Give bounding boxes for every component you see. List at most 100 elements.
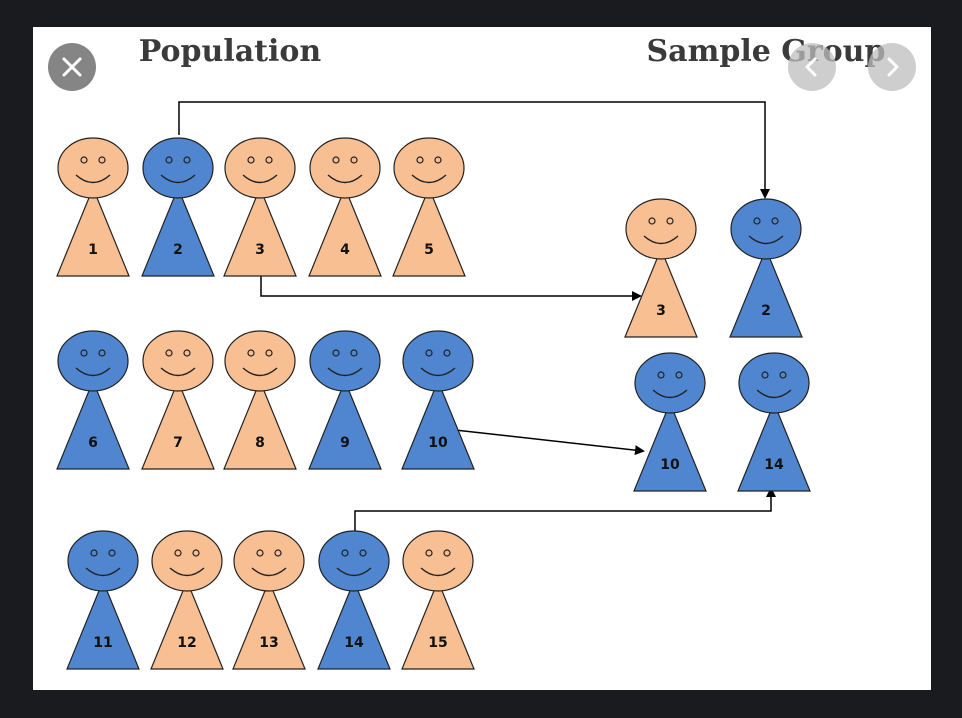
person-head bbox=[224, 330, 296, 392]
person-smile bbox=[85, 567, 121, 577]
person-head bbox=[57, 330, 129, 392]
person-smile bbox=[160, 367, 196, 377]
person-body bbox=[729, 247, 803, 338]
person-eye bbox=[247, 349, 255, 357]
person-smile bbox=[411, 174, 447, 184]
person-body bbox=[401, 579, 475, 670]
person-smile bbox=[652, 389, 688, 399]
person-smile bbox=[75, 367, 111, 377]
population-person-12: 12 bbox=[150, 530, 224, 670]
population-person-2: 2 bbox=[141, 137, 215, 277]
arrow-2-to-sample bbox=[178, 101, 770, 199]
person-smile bbox=[756, 389, 792, 399]
person-body bbox=[141, 379, 215, 470]
close-button[interactable] bbox=[48, 43, 96, 91]
person-eye bbox=[341, 549, 349, 557]
sample-person-3: 3 bbox=[624, 198, 698, 338]
population-person-13: 13 bbox=[232, 530, 306, 670]
person-head bbox=[625, 198, 697, 260]
person-number: 6 bbox=[88, 435, 98, 451]
population-person-3: 3 bbox=[223, 137, 297, 277]
person-body bbox=[56, 186, 130, 277]
person-eye bbox=[666, 217, 674, 225]
person-number: 11 bbox=[93, 635, 112, 651]
close-icon bbox=[62, 57, 82, 77]
person-eye bbox=[657, 371, 665, 379]
population-person-8: 8 bbox=[223, 330, 297, 470]
person-number: 14 bbox=[764, 457, 784, 473]
population-person-11: 11 bbox=[66, 530, 140, 670]
person-body bbox=[223, 379, 297, 470]
next-image-button[interactable] bbox=[868, 43, 916, 91]
person-eye bbox=[274, 549, 282, 557]
person-body bbox=[401, 379, 475, 470]
person-number: 12 bbox=[177, 635, 196, 651]
person-body bbox=[141, 186, 215, 277]
person-eye bbox=[359, 549, 367, 557]
sample-group-title: Sample Group bbox=[647, 34, 886, 69]
person-body bbox=[737, 401, 811, 492]
person-smile bbox=[420, 367, 456, 377]
previous-image-button[interactable] bbox=[788, 43, 836, 91]
person-eye bbox=[90, 549, 98, 557]
population-person-14: 14 bbox=[317, 530, 391, 670]
person-eye bbox=[443, 349, 451, 357]
person-eye bbox=[350, 349, 358, 357]
person-number: 2 bbox=[173, 242, 183, 258]
person-eye bbox=[779, 371, 787, 379]
person-number: 10 bbox=[428, 435, 448, 451]
person-body bbox=[232, 579, 306, 670]
sample-person-2: 2 bbox=[729, 198, 803, 338]
person-number: 4 bbox=[340, 242, 350, 258]
person-body bbox=[633, 401, 707, 492]
person-eye bbox=[98, 156, 106, 164]
person-eye bbox=[675, 371, 683, 379]
person-smile bbox=[242, 174, 278, 184]
person-head bbox=[224, 137, 296, 199]
person-head bbox=[309, 330, 381, 392]
person-head bbox=[393, 137, 465, 199]
population-person-6: 6 bbox=[56, 330, 130, 470]
person-head bbox=[151, 530, 223, 592]
arrow-10-to-sample bbox=[454, 429, 645, 456]
sample-person-10: 10 bbox=[633, 352, 707, 492]
population-person-9: 9 bbox=[308, 330, 382, 470]
image-frame: Population Sample Group 1 2 3 4 5 6 7 8 9 10 11 12 1… bbox=[33, 27, 931, 690]
population-title: Population bbox=[139, 34, 322, 69]
person-number: 15 bbox=[428, 635, 447, 651]
person-number: 1 bbox=[88, 242, 98, 258]
person-eye bbox=[648, 217, 656, 225]
person-body bbox=[223, 186, 297, 277]
person-smile bbox=[169, 567, 205, 577]
person-eye bbox=[165, 349, 173, 357]
person-eye bbox=[183, 156, 191, 164]
person-head bbox=[233, 530, 305, 592]
person-eye bbox=[174, 549, 182, 557]
person-smile bbox=[420, 567, 456, 577]
person-number: 8 bbox=[255, 435, 265, 451]
person-head bbox=[142, 137, 214, 199]
person-eye bbox=[183, 349, 191, 357]
person-number: 3 bbox=[656, 303, 666, 319]
person-head bbox=[730, 198, 802, 260]
person-eye bbox=[425, 549, 433, 557]
person-number: 10 bbox=[660, 457, 680, 473]
person-head bbox=[142, 330, 214, 392]
person-number: 5 bbox=[424, 242, 434, 258]
person-head bbox=[309, 137, 381, 199]
person-head bbox=[634, 352, 706, 414]
population-person-10: 10 bbox=[401, 330, 475, 470]
person-smile bbox=[336, 567, 372, 577]
person-eye bbox=[247, 156, 255, 164]
person-eye bbox=[265, 349, 273, 357]
arrow-14-to-sample bbox=[354, 487, 776, 534]
population-person-1: 1 bbox=[56, 137, 130, 277]
person-eye bbox=[98, 349, 106, 357]
person-body bbox=[150, 579, 224, 670]
sample-person-14: 14 bbox=[737, 352, 811, 492]
person-body bbox=[308, 186, 382, 277]
person-number: 13 bbox=[259, 635, 278, 651]
person-number: 9 bbox=[340, 435, 350, 451]
